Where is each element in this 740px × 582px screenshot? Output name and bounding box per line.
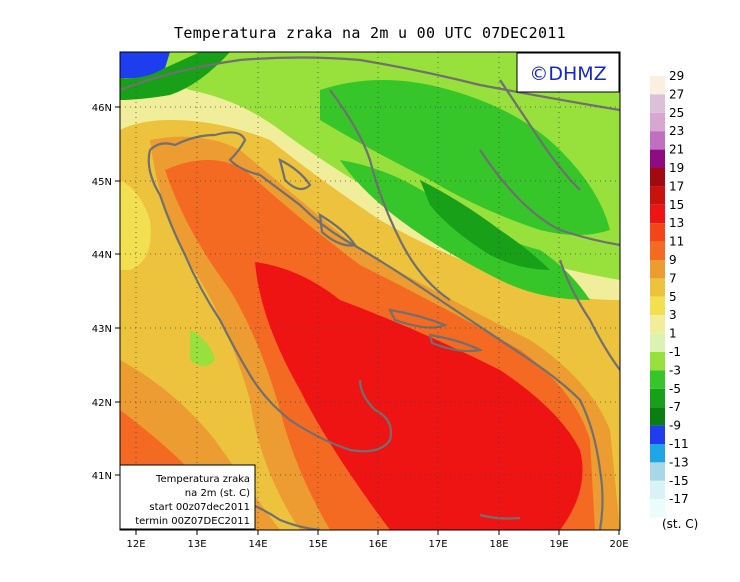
legend-label: 3 bbox=[669, 308, 677, 322]
legend-label: 29 bbox=[669, 69, 684, 83]
lon-label: 17E bbox=[428, 539, 447, 550]
axis-ticks bbox=[115, 106, 620, 535]
legend-swatch bbox=[650, 260, 665, 279]
island-pag bbox=[318, 212, 357, 247]
legend-label: 19 bbox=[669, 161, 684, 175]
info-line: Temperatura zraka bbox=[155, 474, 250, 485]
legend-swatch bbox=[650, 94, 665, 113]
field-alps-m9 bbox=[120, 52, 170, 80]
legend-label: 15 bbox=[669, 198, 684, 212]
legend-label: 5 bbox=[669, 290, 677, 304]
legend-label: 27 bbox=[669, 87, 684, 101]
legend-label: -13 bbox=[669, 455, 689, 469]
lat-label: 45N bbox=[92, 177, 112, 188]
legend-swatch bbox=[650, 278, 665, 297]
legend-swatch bbox=[650, 499, 665, 518]
coast-italy-east bbox=[147, 149, 393, 453]
island-korcula bbox=[428, 333, 484, 353]
border-inland-3 bbox=[499, 79, 581, 191]
legend-swatch bbox=[650, 480, 665, 500]
legend-label: 17 bbox=[669, 179, 684, 193]
legend-swatch bbox=[650, 407, 665, 426]
field-inland-m3 bbox=[320, 80, 610, 235]
lon-label: 14E bbox=[248, 539, 267, 550]
lat-label: 42N bbox=[92, 398, 112, 409]
legend-label: -1 bbox=[669, 345, 681, 359]
legend-label: -7 bbox=[669, 400, 681, 414]
field-alps-m5 bbox=[120, 52, 230, 100]
legend-swatch bbox=[650, 425, 665, 444]
lat-label: 43N bbox=[92, 324, 112, 335]
legend-swatch bbox=[650, 186, 665, 205]
plot-frame bbox=[119, 51, 621, 531]
legend-label: 9 bbox=[669, 253, 677, 267]
field-west-5 bbox=[120, 180, 151, 270]
legend-label: -9 bbox=[669, 419, 681, 433]
legend-label: 11 bbox=[669, 235, 684, 249]
legend-swatch bbox=[650, 444, 665, 463]
info-box: Temperatura zraka na 2m (st. C) start 00… bbox=[119, 464, 256, 530]
temperature-field bbox=[120, 52, 620, 530]
field-italy-patch bbox=[190, 330, 215, 366]
longitude-labels: 12E 13E 14E 15E 16E 17E 18E 19E 20E bbox=[126, 539, 628, 550]
border-inland-2 bbox=[479, 149, 620, 247]
lat-lon-grid bbox=[120, 52, 620, 530]
legend-swatch bbox=[650, 204, 665, 224]
legend-label: -11 bbox=[669, 437, 689, 451]
lat-label: 44N bbox=[92, 250, 112, 261]
coast-east-adriatic bbox=[149, 131, 604, 530]
legend-swatch bbox=[650, 112, 665, 132]
island-krk bbox=[278, 157, 312, 191]
border-inland-4 bbox=[558, 259, 620, 371]
info-line: na 2m (st. C) bbox=[185, 488, 250, 499]
lon-label: 20E bbox=[609, 539, 628, 550]
legend-label: 23 bbox=[669, 124, 684, 138]
legend-label: -15 bbox=[669, 474, 689, 488]
legend-unit: (st. C) bbox=[662, 517, 698, 531]
legend-swatch bbox=[650, 296, 665, 316]
info-line: start 00z07dec2011 bbox=[149, 502, 250, 513]
legend: 29 27 25 23 21 19 17 15 13 11 9 7 5 3 1 -1 -3 -5 -7 -9 -11 -1… bbox=[650, 69, 689, 518]
legend-swatch bbox=[650, 131, 665, 150]
legend-label: -17 bbox=[669, 492, 689, 506]
field-sea-15 bbox=[255, 262, 583, 530]
legend-label: -3 bbox=[669, 363, 681, 377]
lon-label: 19E bbox=[549, 539, 568, 550]
lat-label: 46N bbox=[92, 103, 112, 114]
latitude-labels: 46N 45N 44N 43N 42N 41N bbox=[92, 103, 112, 482]
lon-label: 15E bbox=[308, 539, 327, 550]
island-brac bbox=[388, 308, 448, 329]
lon-label: 13E bbox=[187, 539, 206, 550]
legend-swatch bbox=[650, 241, 665, 260]
legend-swatch bbox=[650, 333, 665, 352]
legend-label: 21 bbox=[669, 143, 684, 157]
coast-albania bbox=[479, 513, 521, 520]
legend-swatch bbox=[650, 388, 665, 408]
legend-swatch bbox=[650, 168, 665, 187]
logo-text: ©DHMZ bbox=[529, 63, 606, 85]
field-north-m1 bbox=[150, 52, 620, 280]
legend-swatch bbox=[650, 76, 665, 95]
legend-label: 13 bbox=[669, 216, 684, 230]
lon-label: 12E bbox=[126, 539, 145, 550]
lat-label: 41N bbox=[92, 471, 112, 482]
lon-label: 16E bbox=[368, 539, 387, 550]
legend-swatch bbox=[650, 352, 665, 371]
legend-swatch bbox=[650, 149, 665, 168]
border-inland-1 bbox=[329, 89, 451, 301]
legend-label: 25 bbox=[669, 106, 684, 120]
lon-label: 18E bbox=[489, 539, 508, 550]
info-line: termin 00Z07DEC2011 bbox=[135, 516, 250, 527]
legend-swatch bbox=[650, 223, 665, 242]
legend-label: 1 bbox=[669, 327, 677, 341]
field-inland-m5 bbox=[420, 180, 550, 270]
legend-label: 7 bbox=[669, 271, 677, 285]
dhmz-logo: ©DHMZ bbox=[516, 52, 620, 93]
legend-label: -5 bbox=[669, 382, 681, 396]
legend-swatch bbox=[650, 315, 665, 334]
legend-swatch bbox=[650, 370, 665, 389]
legend-swatch bbox=[650, 462, 665, 481]
map-title: Temperatura zraka na 2m u 00 UTC 07DEC20… bbox=[174, 24, 566, 42]
